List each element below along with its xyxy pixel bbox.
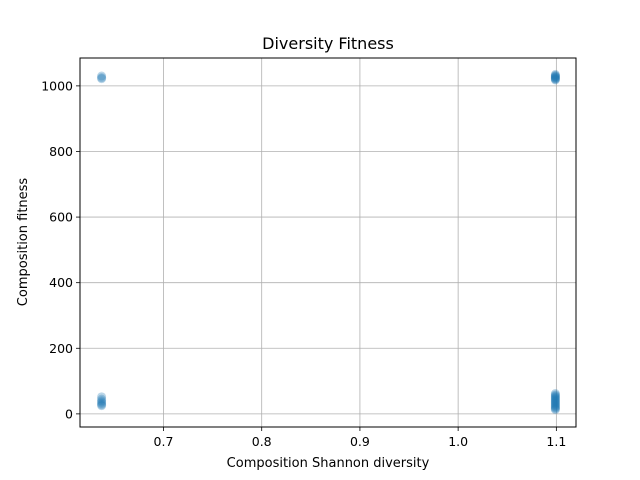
data-point [550, 70, 560, 80]
y-tick-label: 800 [49, 144, 73, 159]
data-point [550, 402, 560, 412]
data-point [97, 401, 107, 411]
data-point [550, 390, 560, 400]
x-tick-label: 1.0 [448, 434, 468, 449]
data-point [97, 400, 107, 410]
data-point [97, 396, 107, 406]
data-point [550, 391, 560, 401]
x-tick-label: 0.8 [252, 434, 272, 449]
data-point [550, 75, 560, 85]
data-point [550, 73, 560, 83]
data-point [550, 392, 560, 402]
data-point [550, 404, 560, 414]
data-point [97, 74, 107, 84]
data-point [550, 74, 560, 84]
data-point [550, 72, 560, 82]
y-tick-label: 1000 [41, 78, 73, 93]
data-point [550, 393, 560, 403]
points-layer [97, 69, 560, 415]
data-point [550, 400, 560, 410]
data-point [97, 73, 107, 83]
x-tick-label: 0.7 [154, 434, 174, 449]
data-point [97, 392, 107, 402]
data-point [550, 396, 560, 406]
chart-title: Diversity Fitness [262, 34, 394, 53]
data-point [550, 399, 560, 409]
y-tick-label: 400 [49, 275, 73, 290]
data-point [550, 395, 560, 405]
data-point [550, 403, 560, 413]
x-tick-label: 0.9 [350, 434, 370, 449]
data-point [550, 397, 560, 407]
x-axis-label: Composition Shannon diversity [227, 456, 430, 471]
x-tick-label: 1.1 [546, 434, 566, 449]
data-point [550, 405, 560, 415]
data-point [97, 394, 107, 404]
y-axis-label: Composition fitness [16, 178, 31, 307]
ticks-layer: 0.7 0.8 0.9 1.0 1.1 0 200 400 600 800 1000 [41, 78, 566, 449]
data-point [550, 398, 560, 408]
data-point [97, 398, 107, 408]
data-point [97, 71, 107, 81]
data-point [550, 394, 560, 404]
data-point [550, 74, 560, 84]
data-point [97, 397, 107, 407]
plot-frame [79, 57, 577, 428]
y-tick-label: 200 [49, 341, 73, 356]
data-point [550, 72, 560, 82]
y-tick-label: 600 [49, 210, 73, 225]
grid-layer [80, 58, 576, 427]
data-point [550, 69, 560, 79]
data-point [550, 71, 560, 81]
data-point [550, 401, 560, 411]
data-point [550, 389, 560, 399]
y-tick-label: 0 [65, 406, 73, 421]
